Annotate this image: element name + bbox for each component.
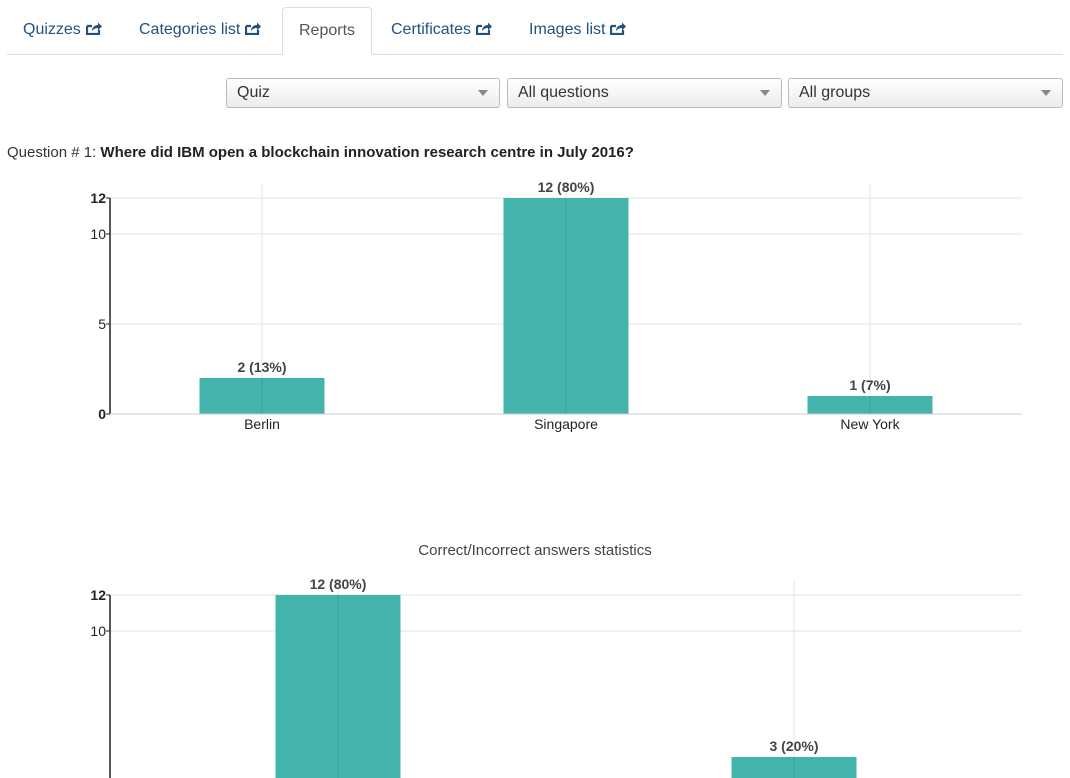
y-tick-label: 0 <box>98 406 106 422</box>
external-link-icon <box>85 22 102 35</box>
question-heading: Question # 1: Where did IBM open a block… <box>7 144 634 161</box>
nav-tabs: Quizzes Categories list Reports Certific… <box>7 7 1063 55</box>
tab-label: Images list <box>529 21 606 38</box>
bar-data-label: 3 (20%) <box>769 738 818 754</box>
bar-data-label: 1 (7%) <box>849 377 890 393</box>
questions-select-value: All questions <box>518 84 609 101</box>
chevron-down-icon <box>1041 90 1051 96</box>
x-tick-label: Singapore <box>534 416 598 432</box>
question-number: Question # 1: <box>7 144 97 161</box>
quiz-select[interactable]: Quiz <box>226 78 500 108</box>
chevron-down-icon <box>478 90 488 96</box>
tab-reports[interactable]: Reports <box>282 7 373 55</box>
tab-certificates[interactable]: Certificates <box>375 7 508 54</box>
y-tick-label: 12 <box>90 587 106 603</box>
y-tick-label: 10 <box>90 226 106 242</box>
tab-label: Certificates <box>391 21 472 38</box>
chevron-down-icon <box>760 90 770 96</box>
bar-data-label: 2 (13%) <box>237 359 286 375</box>
groups-select[interactable]: All groups <box>788 78 1063 108</box>
tab-label: Quizzes <box>23 21 81 38</box>
question-text: Where did IBM open a blockchain innovati… <box>100 144 634 161</box>
bar-data-label: 12 (80%) <box>310 576 367 592</box>
external-link-icon <box>245 22 262 35</box>
groups-select-value: All groups <box>799 84 871 101</box>
x-tick-label: New York <box>840 416 900 432</box>
tab-images-list[interactable]: Images list <box>513 7 642 54</box>
tab-label: Reports <box>299 22 356 39</box>
quiz-select-value: Quiz <box>237 84 270 101</box>
chart-title-correct-incorrect: Correct/Incorrect answers statistics <box>418 542 652 559</box>
external-link-icon <box>610 22 627 35</box>
y-tick-label: 5 <box>98 316 106 332</box>
x-tick-label: Berlin <box>244 416 280 432</box>
y-tick-label: 12 <box>90 190 106 206</box>
questions-select[interactable]: All questions <box>507 78 782 108</box>
tab-label: Categories list <box>139 21 241 38</box>
tab-quizzes[interactable]: Quizzes <box>7 7 118 54</box>
y-tick-label: 10 <box>90 623 106 639</box>
external-link-icon <box>476 22 493 35</box>
tab-categories-list[interactable]: Categories list <box>123 7 277 54</box>
bar-data-label: 12 (80%) <box>538 179 595 195</box>
